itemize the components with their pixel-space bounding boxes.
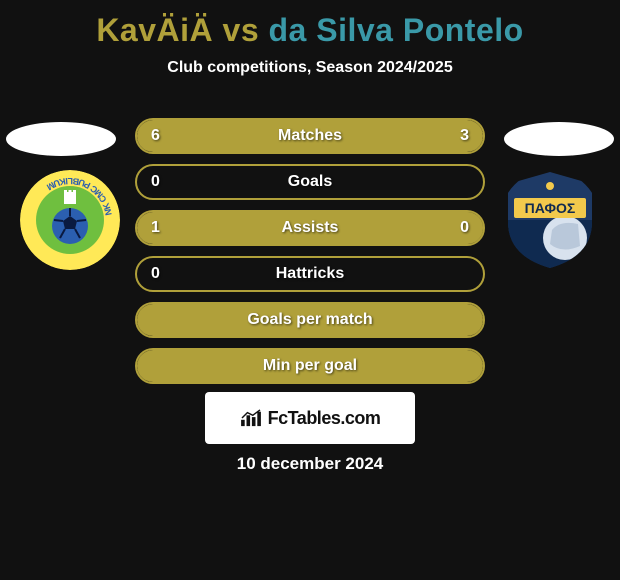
date-line: 10 december 2024 (0, 454, 620, 474)
stat-row-goals-per-match: Goals per match (135, 302, 485, 338)
stat-label: Goals (137, 173, 483, 191)
stat-row-goals: 0Goals (135, 164, 485, 200)
logo-castle-merlon (73, 190, 76, 193)
pafos-logo-svg: ΠΑΦΟΣ (500, 170, 600, 270)
publikum-logo-svg: NK CMC PUBLIKUM (20, 170, 120, 270)
shield-banner-text: ΠΑΦΟΣ (525, 200, 576, 216)
stat-row-hattricks: 0Hattricks (135, 256, 485, 292)
vs-text: vs (213, 12, 268, 48)
page-title: KavÄiÄ vs da Silva Pontelo (0, 0, 620, 49)
stat-label: Assists (137, 219, 483, 237)
stats-column: 63Matches 0Goals 10Assists 0Hattricks Goals … (135, 118, 485, 384)
stat-label: Goals per match (137, 311, 483, 329)
stat-label: Min per goal (137, 357, 483, 375)
stat-label: Hattricks (137, 265, 483, 283)
logo-ball-line (54, 220, 63, 221)
stat-row-assists: 10Assists (135, 210, 485, 246)
right-club-logo: ΠΑΦΟΣ (500, 170, 600, 270)
logo-castle (64, 192, 76, 204)
right-ellipse-decor (504, 122, 614, 156)
shield-dot (546, 182, 554, 190)
left-club-logo: NK CMC PUBLIKUM (20, 170, 120, 270)
logo-castle-merlon (69, 190, 72, 193)
logo-ball-line (77, 220, 86, 221)
brand-box: FcTables.com (205, 392, 415, 444)
stat-row-min-per-goal: Min per goal (135, 348, 485, 384)
player-right-name: da Silva Pontelo (269, 12, 524, 48)
left-ellipse-decor (6, 122, 116, 156)
stat-label: Matches (137, 127, 483, 145)
stat-row-matches: 63Matches (135, 118, 485, 154)
brand-text: FcTables.com (268, 408, 381, 429)
bar-chart-icon (240, 409, 262, 427)
player-left-name: KavÄiÄ (96, 12, 213, 48)
logo-castle-merlon (64, 190, 67, 193)
subtitle: Club competitions, Season 2024/2025 (0, 59, 620, 77)
